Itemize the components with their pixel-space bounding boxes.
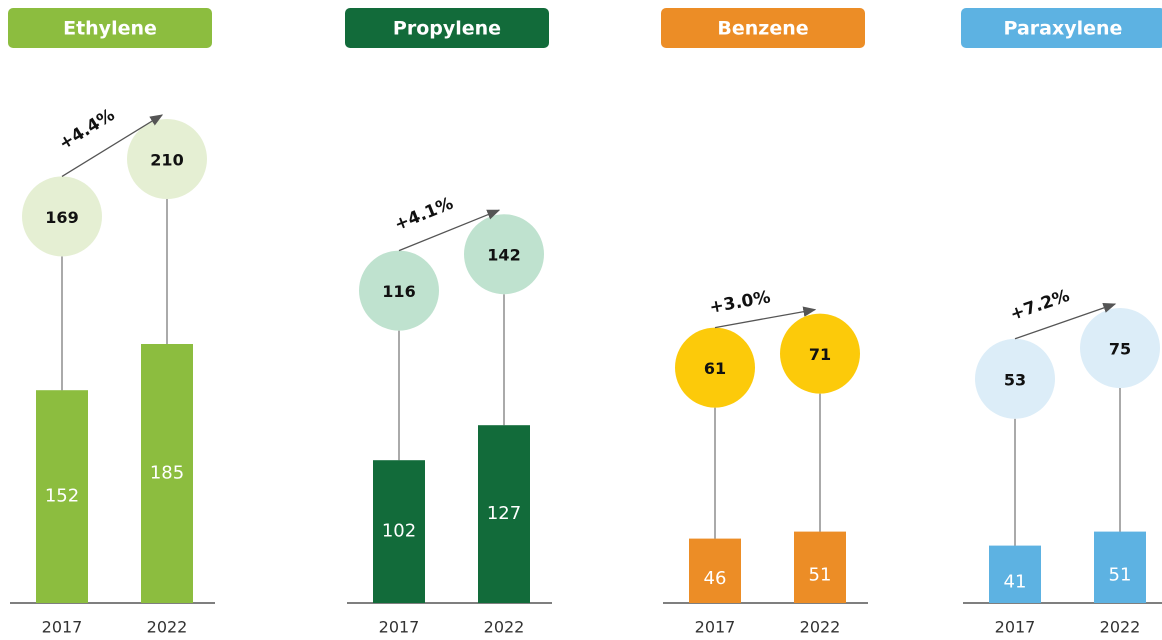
- growth-label: +7.2%: [1008, 286, 1073, 325]
- bubble: [975, 338, 1055, 419]
- bubble-label: 61: [704, 359, 726, 378]
- bar-label: 127: [487, 503, 521, 524]
- x-tick-label: 2022: [1100, 618, 1141, 637]
- bar: [689, 538, 741, 603]
- x-tick-label: 2017: [379, 618, 420, 637]
- bubble: [1080, 308, 1160, 388]
- panel-title: Benzene: [717, 18, 808, 40]
- title-box: [661, 8, 865, 48]
- panel: Propylene 102 2017 116 127 2022 142 +4.1%: [345, 8, 552, 637]
- bar-label: 152: [45, 486, 79, 507]
- bar-label: 41: [1004, 571, 1027, 592]
- x-tick-label: 2022: [147, 618, 188, 637]
- bubble-label: 169: [45, 208, 78, 227]
- bar: [141, 344, 193, 603]
- bar: [36, 390, 88, 603]
- x-tick-label: 2022: [484, 618, 525, 637]
- bar: [478, 425, 530, 603]
- bubble: [780, 313, 860, 394]
- growth-arrow: [61, 114, 164, 177]
- bar: [989, 545, 1041, 603]
- panel: Benzene 46 2017 61 51 2022 71 +3.0%: [661, 8, 868, 637]
- bubble: [22, 176, 102, 257]
- bubble-label: 142: [487, 246, 520, 265]
- bar-label: 46: [704, 568, 727, 589]
- bubble-label: 75: [1109, 340, 1131, 359]
- x-tick-label: 2017: [42, 618, 83, 637]
- title-box: [345, 8, 549, 48]
- bar: [373, 460, 425, 603]
- bubble: [127, 119, 207, 199]
- growth-label: +3.0%: [708, 287, 772, 318]
- growth-arrow: [398, 209, 501, 252]
- panel-title: Ethylene: [63, 18, 157, 40]
- bar-label: 51: [809, 564, 832, 585]
- bubble: [464, 214, 544, 295]
- growth-arrow: [714, 306, 817, 329]
- bar: [794, 531, 846, 603]
- bar-label: 185: [150, 463, 184, 484]
- panel-title: Propylene: [393, 18, 501, 40]
- title-box: [8, 8, 212, 48]
- bar-label: 51: [1109, 564, 1132, 585]
- panel-title: Paraxylene: [1004, 18, 1123, 40]
- bubble-label: 210: [150, 151, 183, 170]
- growth-arrow: [1014, 302, 1117, 340]
- x-tick-label: 2017: [695, 618, 736, 637]
- bar: [1094, 531, 1146, 603]
- bubble: [359, 250, 439, 331]
- growth-label: +4.1%: [392, 194, 456, 236]
- x-tick-label: 2022: [800, 618, 841, 637]
- x-tick-label: 2017: [995, 618, 1036, 637]
- bubble-label: 53: [1004, 370, 1026, 389]
- bubble-label: 71: [809, 345, 831, 364]
- title-box: [961, 8, 1162, 48]
- bar-label: 102: [382, 521, 416, 542]
- bubble-label: 116: [382, 282, 415, 301]
- panel: Paraxylene 41 2017 53 51 2022 75 +7.2%: [961, 8, 1162, 637]
- bubble: [675, 327, 755, 408]
